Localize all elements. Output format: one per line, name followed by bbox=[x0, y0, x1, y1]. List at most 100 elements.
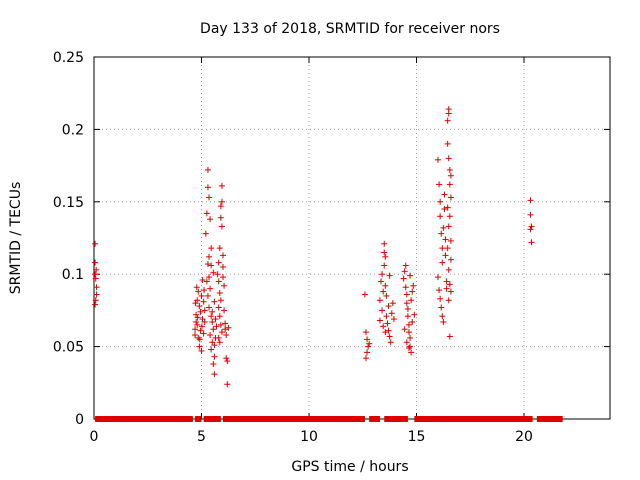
data-point bbox=[218, 223, 225, 230]
data-point bbox=[376, 317, 383, 324]
data-point bbox=[224, 358, 231, 365]
data-point bbox=[208, 313, 215, 320]
data-point bbox=[408, 349, 415, 356]
data-point bbox=[93, 266, 100, 273]
data-point bbox=[439, 313, 446, 320]
data-point bbox=[385, 327, 392, 334]
data-point bbox=[216, 313, 223, 320]
data-point bbox=[92, 271, 99, 278]
data-point bbox=[207, 332, 214, 339]
data-point bbox=[385, 303, 392, 310]
data-point bbox=[201, 307, 208, 314]
y-axis-label: SRMTID / TECUs bbox=[8, 182, 24, 295]
data-point bbox=[400, 275, 407, 282]
data-point bbox=[223, 355, 230, 362]
data-point bbox=[365, 343, 372, 350]
data-point bbox=[201, 318, 208, 325]
data-point bbox=[202, 230, 209, 237]
data-point bbox=[381, 249, 388, 256]
data-point bbox=[196, 303, 203, 310]
data-point bbox=[223, 332, 230, 339]
data-point bbox=[221, 282, 228, 289]
data-point bbox=[436, 287, 443, 294]
data-point bbox=[376, 297, 383, 304]
x-tick-label: 20 bbox=[515, 429, 533, 445]
data-point bbox=[407, 334, 414, 341]
zero-value-markers bbox=[223, 416, 365, 422]
data-point bbox=[216, 339, 223, 346]
data-point bbox=[445, 155, 452, 162]
data-point bbox=[196, 336, 203, 343]
data-point bbox=[200, 330, 207, 337]
data-point bbox=[439, 245, 446, 252]
data-point bbox=[390, 316, 397, 323]
x-tick-label: 15 bbox=[408, 429, 426, 445]
data-point bbox=[379, 307, 386, 314]
data-point bbox=[198, 323, 205, 330]
data-point bbox=[212, 316, 219, 323]
data-point bbox=[208, 262, 215, 269]
data-point bbox=[92, 297, 99, 304]
data-points bbox=[92, 106, 535, 388]
data-point bbox=[446, 213, 453, 220]
data-point bbox=[445, 297, 452, 304]
data-point bbox=[446, 281, 453, 288]
data-point bbox=[386, 333, 393, 340]
data-point bbox=[211, 353, 218, 360]
data-point bbox=[204, 184, 211, 191]
data-point bbox=[407, 343, 414, 350]
data-point bbox=[447, 194, 454, 201]
data-point bbox=[437, 198, 444, 205]
y-tick-label: 0.25 bbox=[53, 50, 84, 66]
data-point bbox=[410, 282, 417, 289]
data-point bbox=[210, 326, 217, 333]
data-point bbox=[435, 156, 441, 163]
chart-title: Day 133 of 2018, SRMTID for receiver nor… bbox=[200, 21, 500, 37]
data-point bbox=[198, 347, 205, 354]
data-point bbox=[388, 310, 395, 317]
data-point bbox=[439, 259, 446, 266]
x-tick-label: 0 bbox=[90, 429, 99, 445]
data-point bbox=[192, 326, 199, 333]
data-point bbox=[215, 334, 222, 341]
data-point bbox=[204, 261, 211, 268]
data-point bbox=[204, 292, 211, 299]
data-point bbox=[217, 203, 224, 210]
data-point bbox=[442, 252, 449, 259]
zero-value-markers bbox=[384, 416, 408, 422]
data-point bbox=[384, 320, 391, 327]
tick-labels: 0 0.05 0.1 0.15 0.2 0.25 0 5 10 15 20 bbox=[53, 50, 533, 445]
data-point bbox=[206, 274, 213, 281]
data-point bbox=[225, 324, 232, 331]
data-point bbox=[438, 230, 445, 237]
data-point bbox=[404, 305, 411, 312]
zero-value-markers bbox=[414, 416, 533, 422]
data-point bbox=[404, 313, 411, 320]
zero-value-markers bbox=[369, 416, 380, 422]
data-point bbox=[401, 268, 408, 275]
data-point bbox=[381, 240, 388, 247]
data-point bbox=[401, 326, 408, 333]
x-axis-label: GPS time / hours bbox=[291, 459, 408, 475]
data-point bbox=[92, 240, 99, 247]
data-point bbox=[527, 226, 534, 233]
data-point bbox=[192, 332, 199, 339]
data-point bbox=[402, 284, 409, 291]
data-point bbox=[196, 343, 203, 350]
data-point bbox=[437, 213, 444, 220]
data-point bbox=[527, 197, 534, 204]
data-point bbox=[444, 117, 451, 124]
data-point bbox=[438, 304, 445, 311]
data-point bbox=[441, 206, 448, 213]
y-tick-label: 0.1 bbox=[62, 267, 84, 283]
data-point bbox=[203, 210, 210, 217]
y-tick-label: 0.15 bbox=[53, 195, 84, 211]
data-point bbox=[224, 381, 231, 388]
data-point bbox=[211, 298, 218, 305]
data-point bbox=[217, 321, 224, 328]
data-point bbox=[383, 313, 390, 320]
data-point bbox=[378, 278, 385, 285]
data-point bbox=[440, 224, 447, 231]
